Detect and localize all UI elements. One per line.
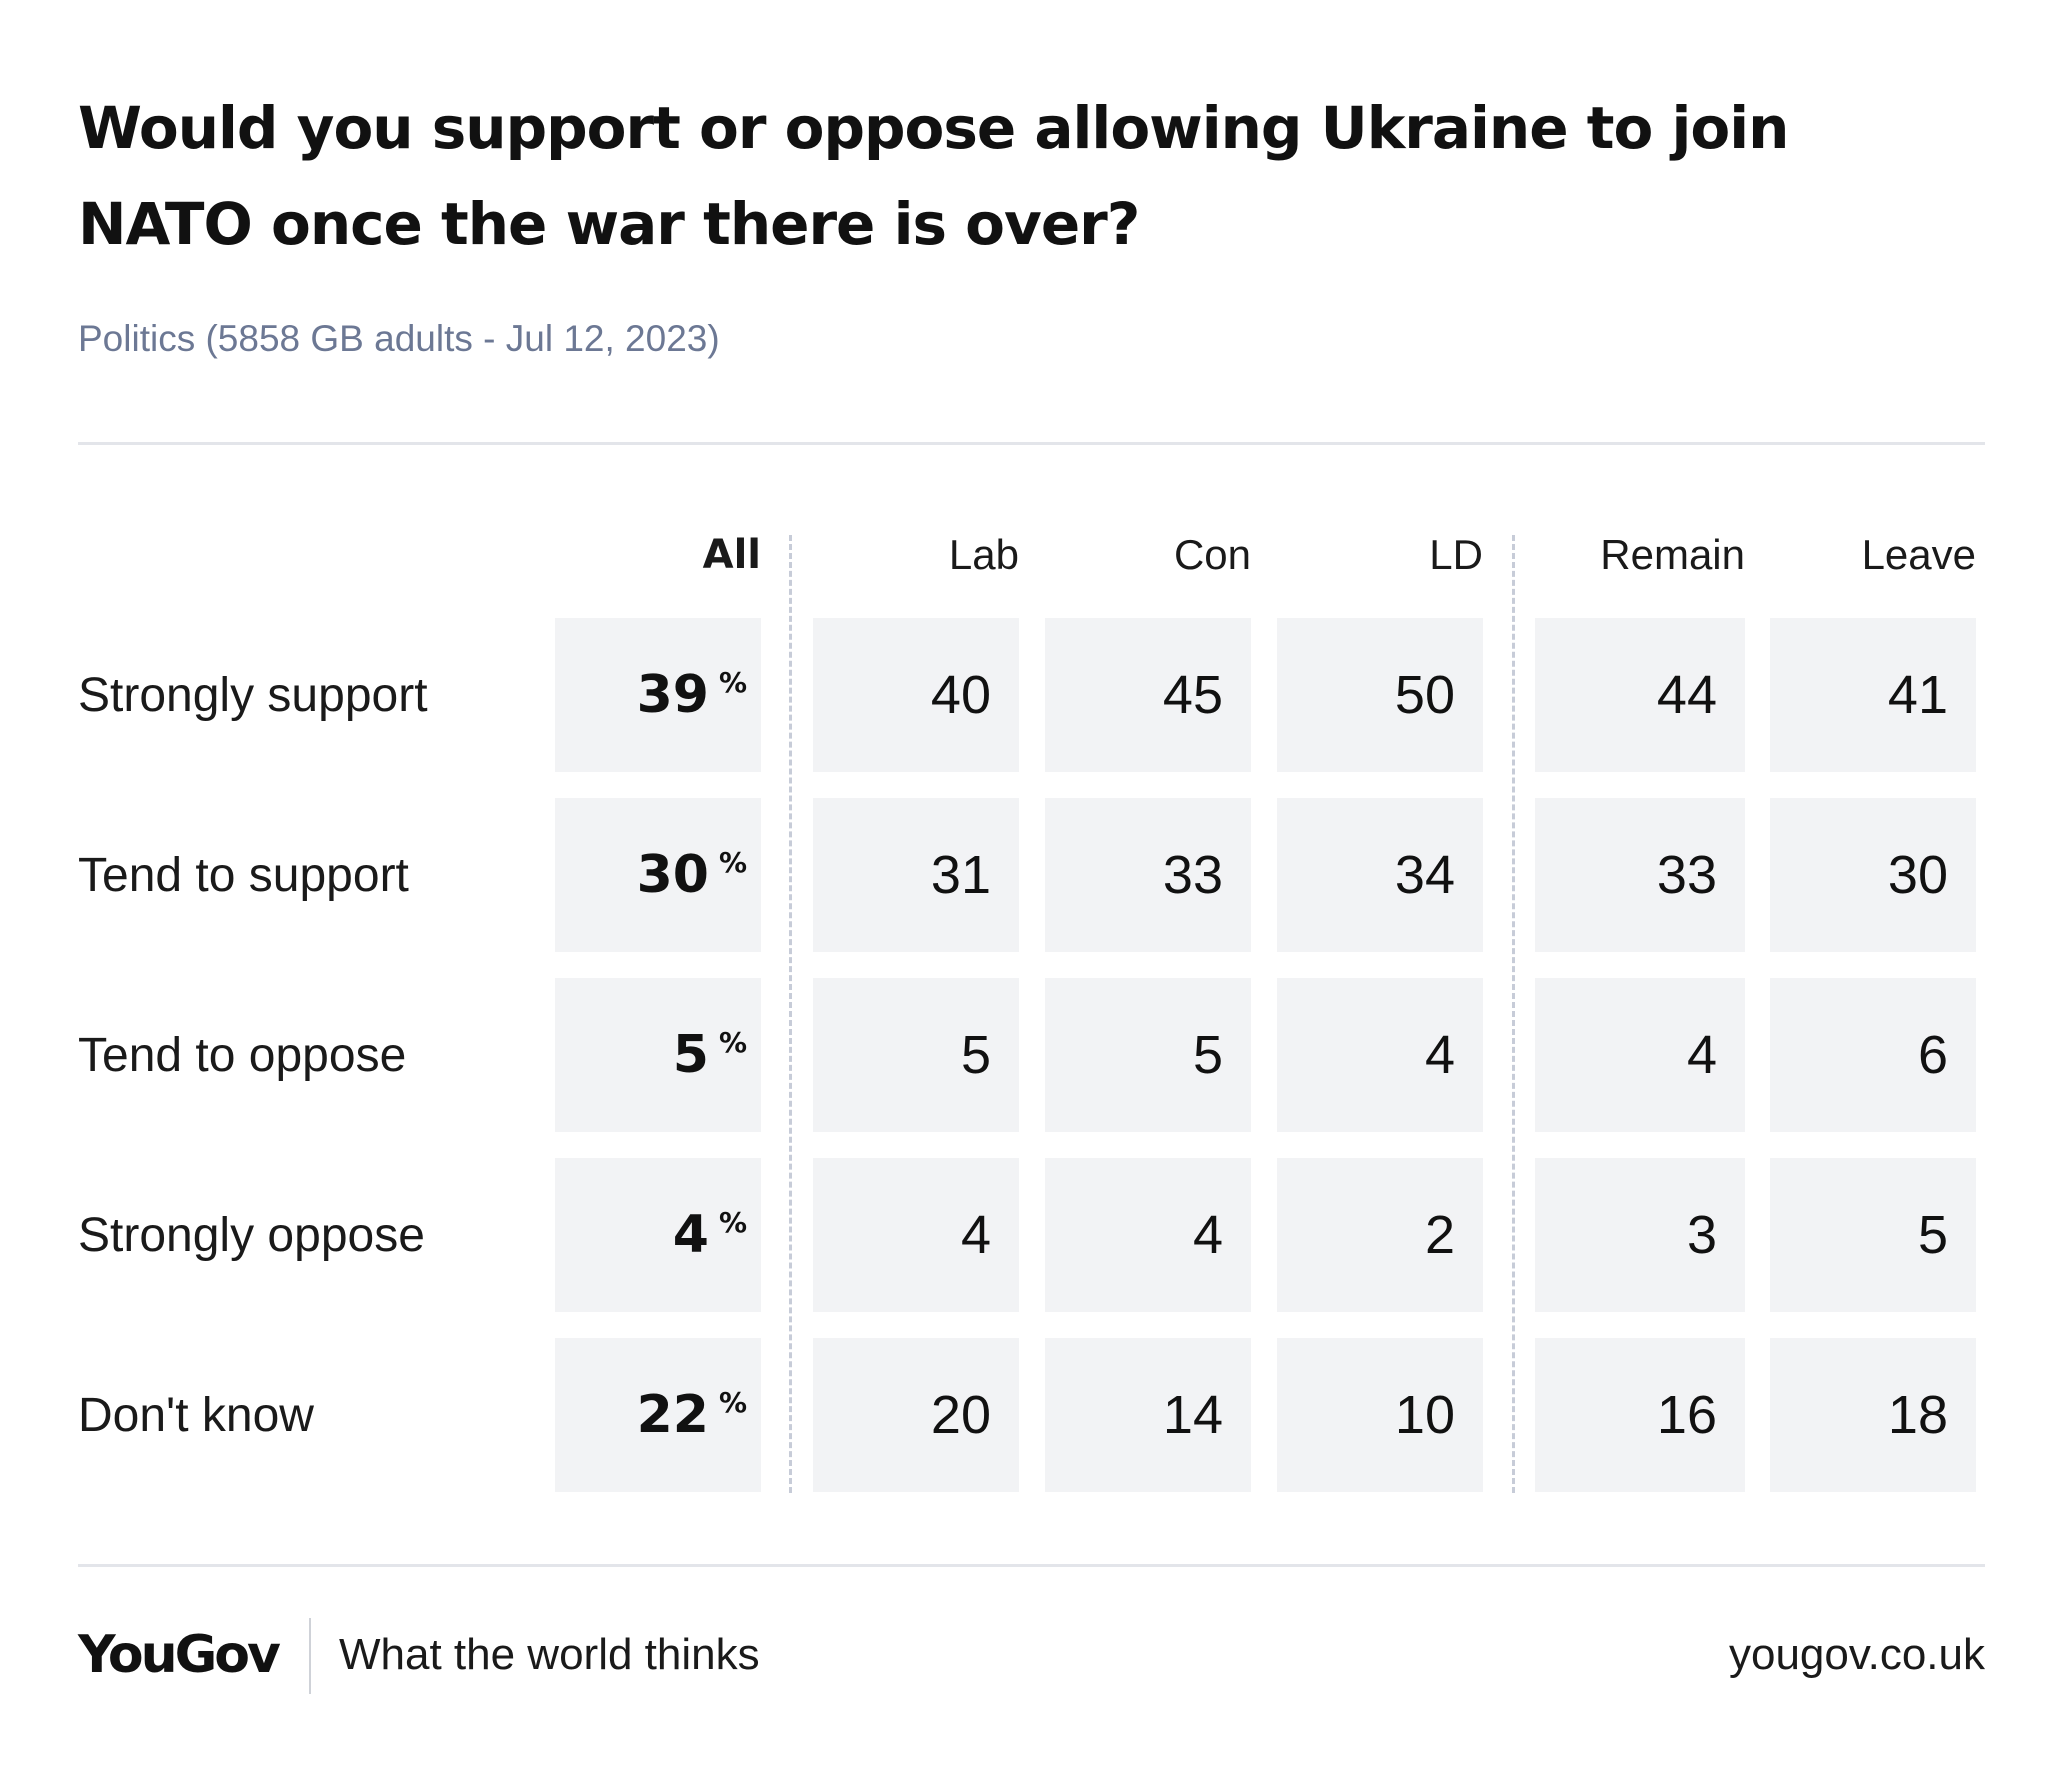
- row-label: Tend to oppose: [78, 1028, 407, 1082]
- percent-sign: %: [718, 665, 747, 699]
- cell-value: 4: [960, 1205, 991, 1265]
- column-header-ld: LD: [1429, 531, 1483, 578]
- footer-separator: [309, 1618, 311, 1694]
- percent-sign: %: [718, 1205, 747, 1239]
- table-cell: 31: [813, 798, 1019, 952]
- cell-value: 22: [636, 1385, 709, 1445]
- row-label: Strongly support: [78, 668, 428, 722]
- cell-value: 39: [636, 665, 709, 725]
- chart-subtitle: Politics (5858 GB adults - Jul 12, 2023): [78, 318, 720, 359]
- percent-sign: %: [718, 845, 747, 879]
- cell-value: 20: [930, 1385, 991, 1445]
- table-cell: 30: [1770, 798, 1976, 952]
- cell-value: 4: [1686, 1025, 1717, 1085]
- table-cell: 2: [1277, 1158, 1483, 1312]
- cell-value: 5: [1917, 1205, 1948, 1265]
- cell-value: 5: [672, 1025, 709, 1085]
- group-separator: [1512, 535, 1515, 1493]
- table-cell: 39%: [555, 618, 761, 772]
- cell-value: 30: [1887, 845, 1948, 905]
- table-cell: 4: [813, 1158, 1019, 1312]
- table-cell: 45: [1045, 618, 1251, 772]
- table-cell: 10: [1277, 1338, 1483, 1492]
- cell-value: 31: [930, 845, 991, 905]
- table-cell: 16: [1535, 1338, 1745, 1492]
- table-cell: 4: [1535, 978, 1745, 1132]
- table-cell: 22%: [555, 1338, 761, 1492]
- table-cell: 41: [1770, 618, 1976, 772]
- cell-value: 4: [1424, 1025, 1455, 1085]
- table-cell: 4%: [555, 1158, 761, 1312]
- table-cell: 4: [1277, 978, 1483, 1132]
- cell-value: 3: [1686, 1205, 1717, 1265]
- table-cell: 30%: [555, 798, 761, 952]
- table-cell: 14: [1045, 1338, 1251, 1492]
- percent-sign: %: [718, 1025, 747, 1059]
- cell-value: 45: [1162, 665, 1223, 725]
- bottom-divider: [78, 1564, 1985, 1567]
- footer-url: yougov.co.uk: [1728, 1630, 1985, 1679]
- cell-value: 14: [1162, 1385, 1223, 1445]
- table-cell: 5%: [555, 978, 761, 1132]
- cell-value: 16: [1656, 1385, 1717, 1445]
- cell-value: 5: [960, 1025, 991, 1085]
- table-cell: 5: [813, 978, 1019, 1132]
- cell-value: 4: [672, 1205, 709, 1265]
- row-label: Strongly oppose: [78, 1208, 425, 1262]
- cell-value: 33: [1162, 845, 1223, 905]
- table-cell: 33: [1045, 798, 1251, 952]
- row-label: Don't know: [78, 1388, 314, 1442]
- cell-value: 2: [1424, 1205, 1455, 1265]
- percent-sign: %: [718, 1385, 747, 1419]
- group-separator: [789, 535, 792, 1493]
- table-cell: 40: [813, 618, 1019, 772]
- table-cell: 50: [1277, 618, 1483, 772]
- column-header-leave: Leave: [1861, 531, 1976, 578]
- table-cell: 18: [1770, 1338, 1976, 1492]
- column-header-all: All: [702, 532, 761, 578]
- top-divider: [78, 442, 1985, 445]
- table-cell: 3: [1535, 1158, 1745, 1312]
- cell-value: 18: [1887, 1385, 1948, 1445]
- cell-value: 33: [1656, 845, 1717, 905]
- column-header-lab: Lab: [948, 531, 1019, 578]
- cell-value: 5: [1192, 1025, 1223, 1085]
- cell-value: 50: [1394, 665, 1455, 725]
- chart-title: Would you support or oppose allowing Ukr…: [78, 94, 1789, 258]
- column-header-remain: Remain: [1600, 531, 1745, 578]
- cell-value: 44: [1656, 665, 1717, 725]
- cell-value: 40: [930, 665, 991, 725]
- cell-value: 10: [1394, 1385, 1455, 1445]
- cell-value: 6: [1917, 1025, 1948, 1085]
- cell-value: 41: [1887, 665, 1948, 725]
- yougov-logo: YouGov: [78, 1625, 281, 1685]
- footer-tagline: What the world thinks: [339, 1630, 760, 1679]
- table-cell: 44: [1535, 618, 1745, 772]
- table-cell: 20: [813, 1338, 1019, 1492]
- row-label: Tend to support: [78, 848, 409, 902]
- column-header-con: Con: [1173, 531, 1251, 578]
- table-cell: 5: [1770, 1158, 1976, 1312]
- table-cell: 33: [1535, 798, 1745, 952]
- cell-value: 4: [1192, 1205, 1223, 1265]
- table-cell: 4: [1045, 1158, 1251, 1312]
- table-cell: 5: [1045, 978, 1251, 1132]
- table-cell: 34: [1277, 798, 1483, 952]
- cell-value: 30: [636, 845, 709, 905]
- table-cell: 6: [1770, 978, 1976, 1132]
- cell-value: 34: [1394, 845, 1455, 905]
